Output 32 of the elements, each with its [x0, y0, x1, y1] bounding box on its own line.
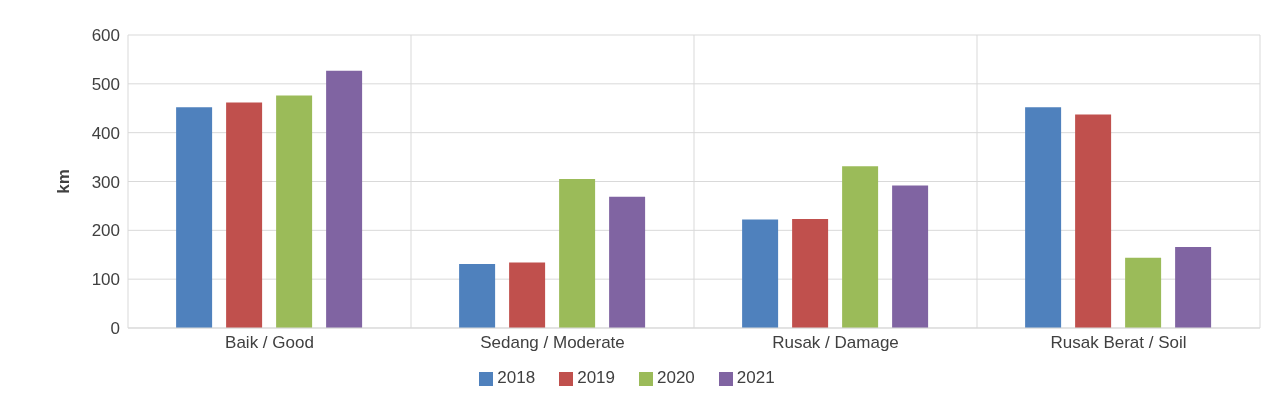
bar: [509, 262, 546, 328]
bar: [326, 70, 363, 328]
bar: [176, 107, 213, 328]
bar: [459, 264, 496, 328]
bar: [559, 179, 596, 328]
y-tick-label: 600: [91, 26, 120, 46]
bar: [742, 219, 779, 328]
legend-label: 2018: [497, 368, 536, 387]
bar: [1125, 257, 1162, 328]
bar: [609, 196, 646, 328]
bar: [1175, 246, 1212, 328]
x-tick-label: Sedang / Moderate: [480, 333, 625, 353]
x-tick-label: Baik / Good: [225, 333, 314, 353]
x-tick-label: Rusak / Damage: [772, 333, 899, 353]
bar: [792, 219, 829, 328]
legend-label: 2019: [577, 368, 615, 387]
y-tick-label: 500: [91, 74, 120, 94]
y-tick-label: 400: [91, 123, 120, 143]
bar: [1025, 107, 1062, 328]
y-tick-label: 0: [110, 319, 120, 339]
legend-label: 2021: [736, 368, 775, 387]
bar: [276, 95, 313, 328]
y-tick-label: 200: [91, 221, 120, 241]
legend-label: 2020: [657, 368, 695, 387]
x-tick-label: Rusak Berat / Soil: [1050, 333, 1187, 353]
bar: [1075, 114, 1112, 328]
y-tick-label: 300: [91, 172, 120, 192]
bar: [226, 102, 263, 328]
y-axis-title: km: [54, 169, 74, 194]
bar: [892, 185, 929, 328]
bar: [842, 166, 879, 328]
y-tick-label: 100: [91, 270, 120, 290]
